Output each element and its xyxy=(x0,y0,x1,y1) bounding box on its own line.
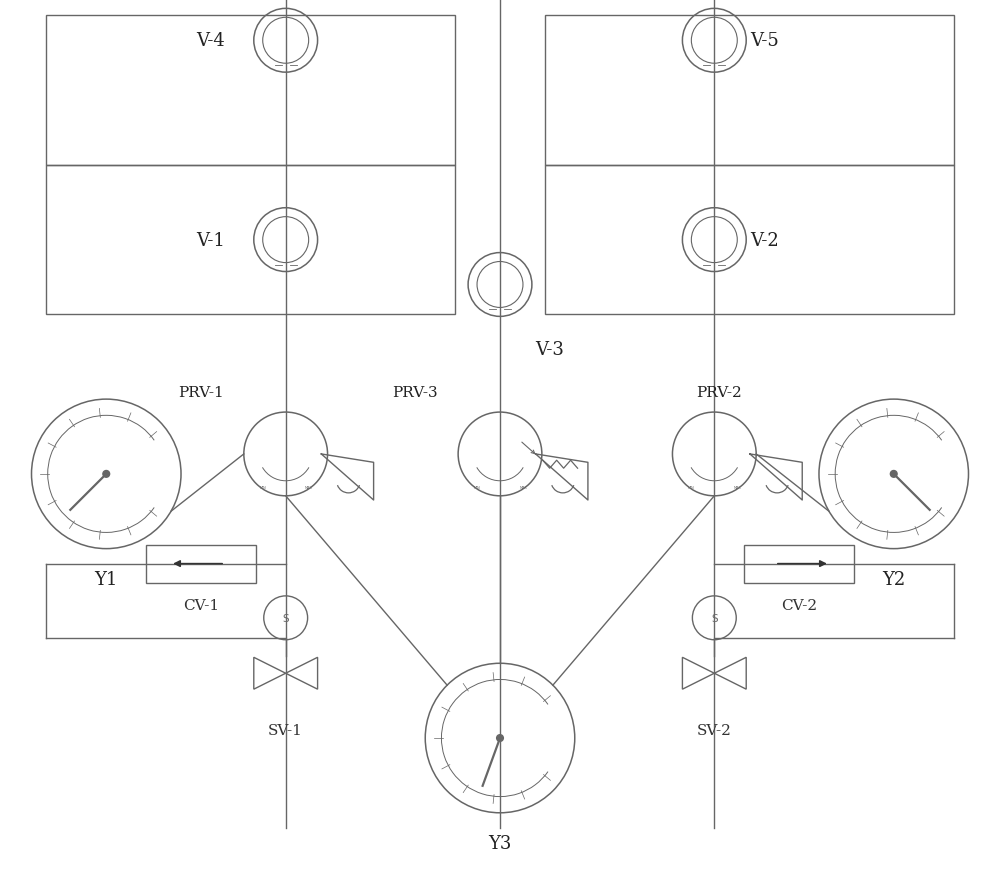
Bar xyxy=(744,545,854,583)
Bar xyxy=(46,166,455,315)
Bar xyxy=(545,166,954,315)
Text: V-4: V-4 xyxy=(197,32,225,50)
Text: S: S xyxy=(711,614,718,623)
Text: PRV-2: PRV-2 xyxy=(696,386,742,400)
Text: V-5: V-5 xyxy=(750,32,779,50)
Polygon shape xyxy=(750,454,802,501)
Text: V-3: V-3 xyxy=(535,341,564,359)
Bar xyxy=(545,17,954,166)
Text: V-1: V-1 xyxy=(196,231,225,249)
Text: MAX: MAX xyxy=(519,486,527,490)
Text: PRV-1: PRV-1 xyxy=(178,386,224,400)
Text: MIN: MIN xyxy=(688,486,695,490)
Text: PRV-3: PRV-3 xyxy=(392,386,438,400)
Circle shape xyxy=(497,735,503,741)
Text: Y2: Y2 xyxy=(882,570,905,587)
Text: Y1: Y1 xyxy=(95,570,118,587)
Text: MAX: MAX xyxy=(305,486,313,490)
Text: MIN: MIN xyxy=(259,486,266,490)
Text: V-2: V-2 xyxy=(750,231,779,249)
Text: Y3: Y3 xyxy=(488,833,512,852)
Bar xyxy=(146,545,256,583)
Bar xyxy=(46,17,455,166)
Text: CV-1: CV-1 xyxy=(183,598,219,612)
Polygon shape xyxy=(321,454,374,501)
Text: CV-2: CV-2 xyxy=(781,598,817,612)
Text: MAX: MAX xyxy=(733,486,741,490)
Polygon shape xyxy=(536,454,588,501)
Text: SV-2: SV-2 xyxy=(697,723,732,737)
Circle shape xyxy=(103,471,110,478)
Circle shape xyxy=(890,471,897,478)
Text: S: S xyxy=(282,614,289,623)
Text: MIN: MIN xyxy=(474,486,480,490)
Text: SV-1: SV-1 xyxy=(268,723,303,737)
